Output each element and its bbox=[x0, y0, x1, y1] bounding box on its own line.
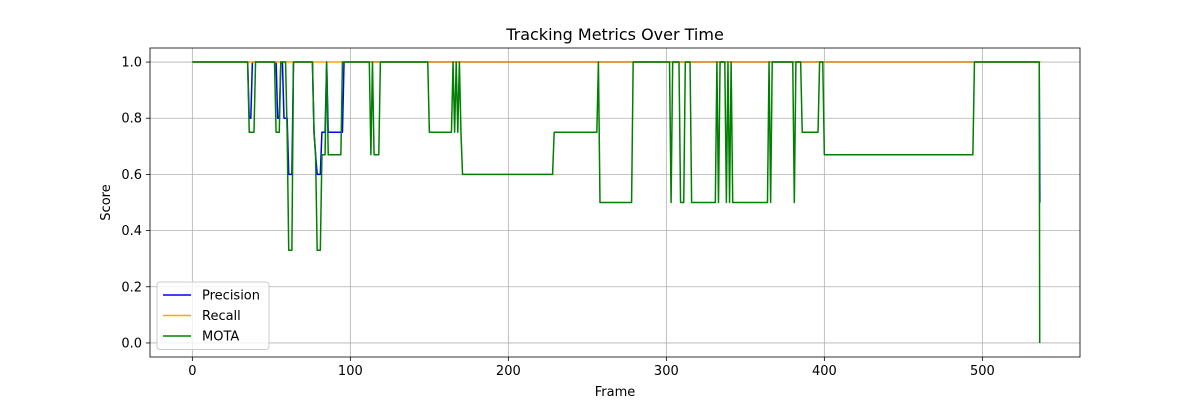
x-tick-label: 300 bbox=[654, 364, 679, 379]
legend-box bbox=[156, 281, 270, 350]
legend: Precision Recall MOTA bbox=[156, 281, 270, 350]
x-tick-label: 0 bbox=[188, 364, 196, 379]
x-tick-label: 100 bbox=[338, 364, 363, 379]
x-tick-label: 400 bbox=[812, 364, 837, 379]
chart-title: Tracking Metrics Over Time bbox=[505, 25, 724, 44]
x-tick-label: 500 bbox=[970, 364, 995, 379]
x-axis-label: Frame bbox=[595, 385, 636, 400]
legend-label-mota: MOTA bbox=[202, 330, 239, 345]
x-tick-label: 200 bbox=[496, 364, 521, 379]
series-line-mota bbox=[192, 61, 1041, 343]
y-tick-label: 0.8 bbox=[121, 112, 142, 127]
y-tick-label: 0.2 bbox=[121, 280, 142, 295]
legend-label-recall: Recall bbox=[202, 309, 241, 324]
legend-label-precision: Precision bbox=[202, 289, 260, 304]
axis-ticks: 0 100 200 300 400 500 0.0 0.2 0.4 0.6 0.8 1.0 bbox=[121, 56, 994, 379]
y-tick-label: 0.0 bbox=[121, 336, 142, 351]
y-axis-label: Score bbox=[99, 184, 114, 220]
plot-frame bbox=[149, 47, 1081, 358]
y-tick-label: 0.6 bbox=[121, 168, 142, 183]
y-tick-label: 1.0 bbox=[121, 56, 142, 71]
series-lines bbox=[192, 61, 1041, 343]
y-tick-label: 0.4 bbox=[121, 224, 142, 239]
